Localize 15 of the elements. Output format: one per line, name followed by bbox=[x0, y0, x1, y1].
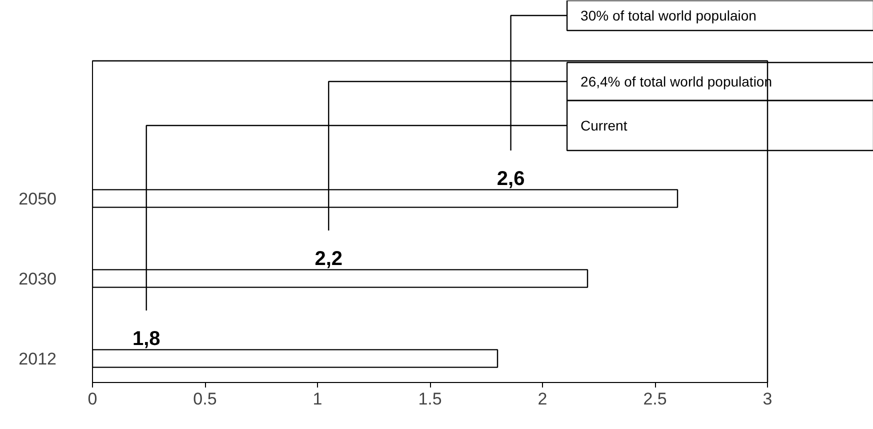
text: 30% of total world populaion bbox=[580, 8, 756, 24]
y-tick-label: 2050 bbox=[18, 190, 57, 208]
x-tick-label: 0 bbox=[88, 390, 98, 408]
y-tick-label: 2012 bbox=[18, 350, 57, 368]
data-label: 2,2 bbox=[314, 248, 343, 270]
data-label: 1,8 bbox=[132, 328, 160, 350]
text: Current bbox=[580, 118, 628, 134]
y-tick-label: 2030 bbox=[18, 270, 57, 288]
data-label: 2,6 bbox=[496, 168, 525, 190]
x-tick-label: 2 bbox=[538, 390, 548, 408]
x-tick-label: 0.5 bbox=[193, 390, 217, 408]
x-tick-label: 1.5 bbox=[418, 390, 442, 408]
x-tick-label: 2.5 bbox=[643, 390, 667, 408]
x-tick-label: 1 bbox=[312, 390, 322, 408]
x-tick-label: 3 bbox=[762, 390, 772, 408]
